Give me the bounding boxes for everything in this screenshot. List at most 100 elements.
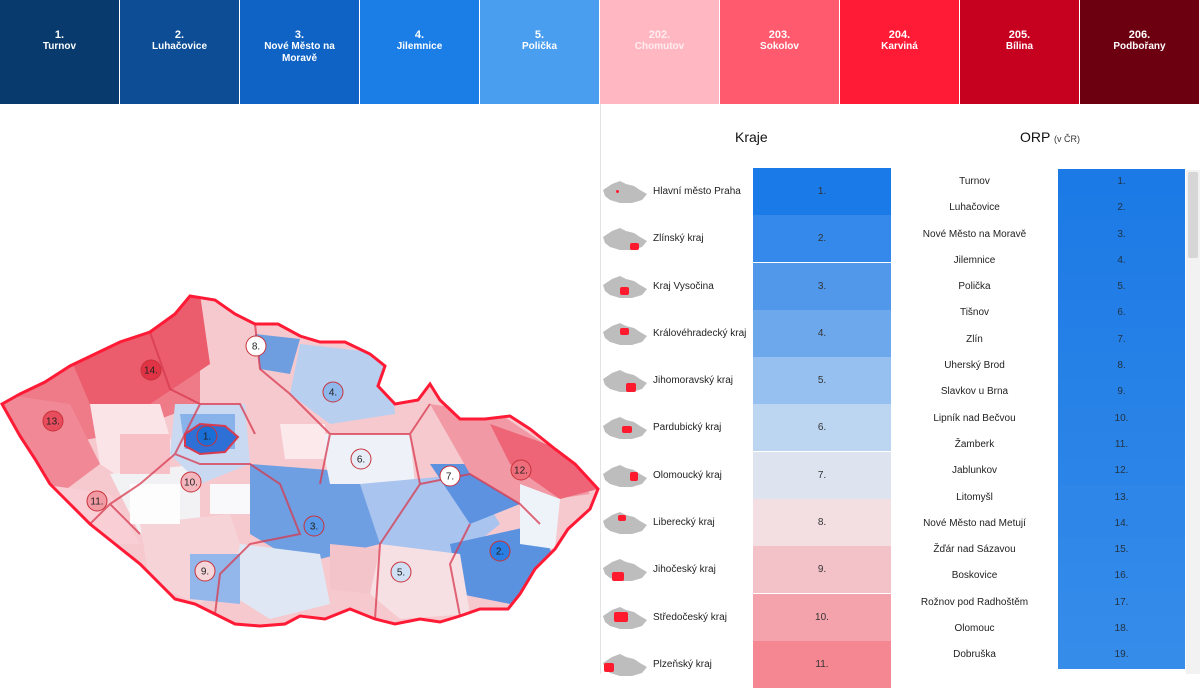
top-rank-cell[interactable]: 204. Karviná	[840, 0, 960, 104]
orp-rank-bar: 3.	[1058, 221, 1185, 248]
kraj-row[interactable]: Hlavní město Praha 1.	[601, 168, 891, 215]
top-rank-cell[interactable]: 203. Sokolov	[720, 0, 840, 104]
orp-row[interactable]: Uherský Brod 8.	[891, 353, 1200, 380]
map-rank-pin[interactable]: 8.	[245, 335, 267, 357]
map-rank-pin[interactable]: 12.	[510, 459, 532, 481]
orp-header-note: (v ČR)	[1053, 134, 1080, 144]
kraj-row[interactable]: Jihočeský kraj 9.	[601, 546, 891, 594]
map-rank-pin[interactable]: 7.	[439, 465, 461, 487]
panel-divider	[600, 104, 601, 674]
map-rank-pin[interactable]: 6.	[350, 448, 372, 470]
kraj-rank-bar: 1.	[753, 168, 891, 215]
map-rank-pin-label: 14.	[144, 366, 158, 377]
top-rank-cell[interactable]: 202. Chomutov	[600, 0, 720, 104]
map-rank-pin[interactable]: 2.	[489, 540, 511, 562]
kraj-rank-bar: 5.	[753, 357, 891, 405]
orp-row[interactable]: Olomouc 18.	[891, 616, 1200, 643]
kraj-map-thumbnail	[603, 228, 647, 251]
kraj-row[interactable]: Královéhradecký kraj 4.	[601, 309, 891, 357]
top-rank-cell[interactable]: 205. Bílina	[960, 0, 1080, 104]
top-rank-cell[interactable]: 5. Polička	[480, 0, 600, 104]
top-rank-number: 2.	[174, 29, 185, 41]
map-rank-pin-label: 4.	[329, 388, 337, 399]
kraj-row[interactable]: Pardubický kraj 6.	[601, 404, 891, 452]
orp-rank-bar: 13.	[1058, 484, 1185, 511]
kraj-row[interactable]: Plzeňský kraj 11.	[601, 640, 891, 688]
map-rank-pin[interactable]: 9.	[194, 560, 216, 582]
orp-row[interactable]: Litomyšl 13.	[891, 484, 1200, 511]
map-svg: 1. 2. 3. 4. 5. 6. 7. 8. 9. 10. 11. 12. 13. 14.	[0, 294, 600, 628]
map-rank-pin-circle	[180, 471, 202, 493]
top-rank-name: Luhačovice	[151, 41, 208, 52]
top-rank-number: 205.	[1008, 29, 1031, 41]
orp-name: Nové Město nad Metují	[923, 517, 1026, 529]
orp-row[interactable]: Turnov 1.	[891, 169, 1200, 196]
kraj-row[interactable]: Jihomoravský kraj 5.	[601, 357, 891, 405]
orp-scrollbar[interactable]	[1186, 170, 1200, 674]
orp-row[interactable]: Žamberk 11.	[891, 431, 1200, 459]
map-rank-pin-circle	[86, 490, 108, 512]
map-rank-pin-label: 13.	[46, 417, 60, 428]
top-rank-cell[interactable]: 4. Jilemnice	[360, 0, 480, 104]
map-rank-pin-label: 12.	[514, 466, 528, 477]
kraj-name: Královéhradecký kraj	[653, 327, 747, 339]
top-rank-number: 203.	[768, 29, 791, 41]
orp-row[interactable]: Žďár nad Sázavou 15.	[891, 537, 1200, 564]
top-rank-cell[interactable]: 1. Turnov	[0, 0, 120, 104]
orp-scrollbar-thumb[interactable]	[1188, 172, 1198, 258]
orp-row[interactable]: Zlín 7.	[891, 326, 1200, 354]
top-rank-number: 204.	[888, 29, 911, 41]
orp-row[interactable]: Jablunkov 12.	[891, 458, 1200, 485]
map-rank-pin-circle	[489, 540, 511, 562]
orp-row[interactable]: Lipník nad Bečvou 10.	[891, 405, 1200, 432]
orp-row[interactable]: Polička 5.	[891, 274, 1200, 301]
orp-row[interactable]: Rožnov pod Radhoštěm 17.	[891, 589, 1200, 617]
kraj-map-thumbnail	[603, 512, 647, 535]
top-rank-name: Turnov	[42, 41, 77, 52]
kraj-map-thumbnail	[603, 275, 647, 298]
top-rank-number: 206.	[1128, 29, 1151, 41]
kraj-row[interactable]: Kraj Vysočina 3.	[601, 262, 891, 310]
orp-row[interactable]: Nové Město na Moravě 3.	[891, 221, 1200, 248]
top-rank-cell[interactable]: 3. Nové Město na Moravě	[240, 0, 360, 104]
top-rank-cell[interactable]: 206. Podbořany	[1080, 0, 1200, 104]
orp-row[interactable]: Nové Město nad Metují 14.	[891, 510, 1200, 538]
kraj-map-thumbnail	[603, 181, 647, 203]
map-rank-pin[interactable]: 1.	[196, 425, 218, 447]
orp-name: Boskovice	[951, 570, 998, 582]
orp-name: Luhačovice	[949, 202, 1000, 214]
orp-rank-bar: 15.	[1058, 537, 1185, 564]
kraj-rank-bar: 3.	[753, 262, 891, 310]
kraj-name: Liberecký kraj	[653, 517, 715, 529]
kraj-name: Jihomoravský kraj	[653, 375, 734, 387]
map-rank-pin-circle	[194, 560, 216, 582]
orp-row[interactable]: Jilemnice 4.	[891, 247, 1200, 275]
map-rank-pin[interactable]: 11.	[86, 490, 108, 512]
map-rank-pin[interactable]: 13.	[42, 410, 64, 432]
map-rank-pin-label: 9.	[201, 567, 209, 578]
orp-row[interactable]: Boskovice 16.	[891, 563, 1200, 590]
orp-row[interactable]: Tišnov 6.	[891, 300, 1200, 327]
map-rank-pin[interactable]: 10.	[180, 471, 202, 493]
kraj-row[interactable]: Liberecký kraj 8.	[601, 499, 891, 547]
orp-rank-bar: 1.	[1058, 169, 1185, 196]
orp-rank-bar: 16.	[1058, 563, 1185, 590]
kraj-name: Jihočeský kraj	[653, 564, 716, 576]
map-rank-pin[interactable]: 5.	[390, 561, 412, 583]
kraj-row[interactable]: Středočeský kraj 10.	[601, 593, 891, 641]
map-rank-pin[interactable]: 14.	[140, 359, 162, 381]
orp-row[interactable]: Slavkov u Brna 9.	[891, 379, 1200, 406]
orp-row[interactable]: Dobruška 19.	[891, 642, 1200, 669]
kraj-row[interactable]: Zlínský kraj 2.	[601, 215, 891, 263]
map-rank-pin-label: 10.	[184, 478, 198, 489]
map-rank-pin[interactable]: 4.	[322, 381, 344, 403]
orp-rank-bar: 8.	[1058, 353, 1185, 380]
orp-name: Polička	[958, 281, 991, 293]
orp-rank-bar: 10.	[1058, 405, 1185, 432]
top-rank-number: 3.	[294, 29, 305, 41]
orp-row[interactable]: Luhačovice 2.	[891, 195, 1200, 222]
kraj-row[interactable]: Olomoucký kraj 7.	[601, 451, 891, 499]
map-rank-pin-circle	[390, 561, 412, 583]
map-rank-pin[interactable]: 3.	[303, 515, 325, 537]
top-rank-cell[interactable]: 2. Luhačovice	[120, 0, 240, 104]
